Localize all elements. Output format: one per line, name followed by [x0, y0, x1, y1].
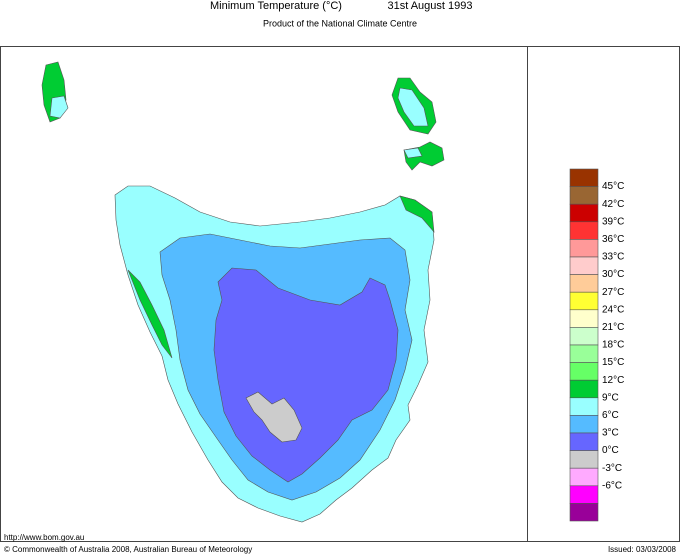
- king-island-inner: [49, 95, 69, 119]
- legend-swatch: [569, 415, 599, 434]
- legend-swatch: [569, 168, 599, 187]
- map: [41, 61, 445, 523]
- legend-swatch: [569, 485, 599, 504]
- legend-label: 36°C: [602, 234, 624, 245]
- legend-label: 24°C: [602, 304, 624, 315]
- legend-label: 27°C: [602, 287, 624, 298]
- legend-label: -3°C: [602, 463, 622, 474]
- west-coast-strip: [127, 269, 173, 359]
- legend-swatch: [569, 274, 599, 293]
- source-url: http://www.bom.gov.au: [4, 533, 84, 542]
- legend-label: 45°C: [602, 181, 624, 192]
- issued-date: Issued: 03/03/2008: [608, 545, 677, 554]
- legend-swatch: [569, 467, 599, 487]
- subtitle: Product of the National Climate Centre: [263, 18, 417, 28]
- legend-swatch: [569, 203, 599, 223]
- date: 31st August 1993: [387, 0, 472, 12]
- flinders-island-inner: [397, 87, 429, 127]
- legend-swatch: [569, 327, 599, 346]
- northeast-strip: [399, 195, 435, 233]
- legend-label: 12°C: [602, 375, 624, 386]
- legend-swatch: [569, 432, 599, 451]
- legend-swatch: [569, 221, 599, 240]
- legend-swatch: [569, 503, 599, 522]
- legend-label: 3°C: [602, 428, 619, 439]
- legend-swatch: [569, 239, 599, 258]
- zone-0-3: [245, 391, 303, 443]
- legend-label: 6°C: [602, 410, 619, 421]
- title: Minimum Temperature (°C): [210, 0, 342, 12]
- legend-label: -6°C: [602, 480, 622, 491]
- legend-swatch: [569, 362, 599, 381]
- legend-swatch: [569, 309, 599, 328]
- legend-label: 33°C: [602, 252, 624, 263]
- cape-barren-inner: [403, 147, 423, 159]
- legend-swatch: [569, 379, 599, 399]
- legend-swatch: [569, 397, 599, 416]
- copyright: © Commonwealth of Australia 2008, Austra…: [4, 545, 252, 554]
- legend-label: 21°C: [602, 322, 624, 333]
- legend-label: 42°C: [602, 199, 624, 210]
- legend-label: 15°C: [602, 357, 624, 368]
- legend-swatch: [569, 186, 599, 205]
- legend-swatch: [569, 450, 599, 469]
- legend-label: 0°C: [602, 445, 619, 456]
- zone-3-6: [213, 267, 399, 483]
- legend-swatch: [569, 291, 599, 311]
- legend: 45°C 42°C 39°C 36°C 33°C 30°C 27°C 24°C 21°C 18°C…: [569, 168, 624, 522]
- legend-label: 18°C: [602, 340, 624, 351]
- legend-swatch: [569, 344, 599, 363]
- legend-swatch: [569, 256, 599, 275]
- legend-label: 39°C: [602, 216, 624, 227]
- legend-label: 30°C: [602, 269, 624, 280]
- legend-label: 9°C: [602, 392, 619, 403]
